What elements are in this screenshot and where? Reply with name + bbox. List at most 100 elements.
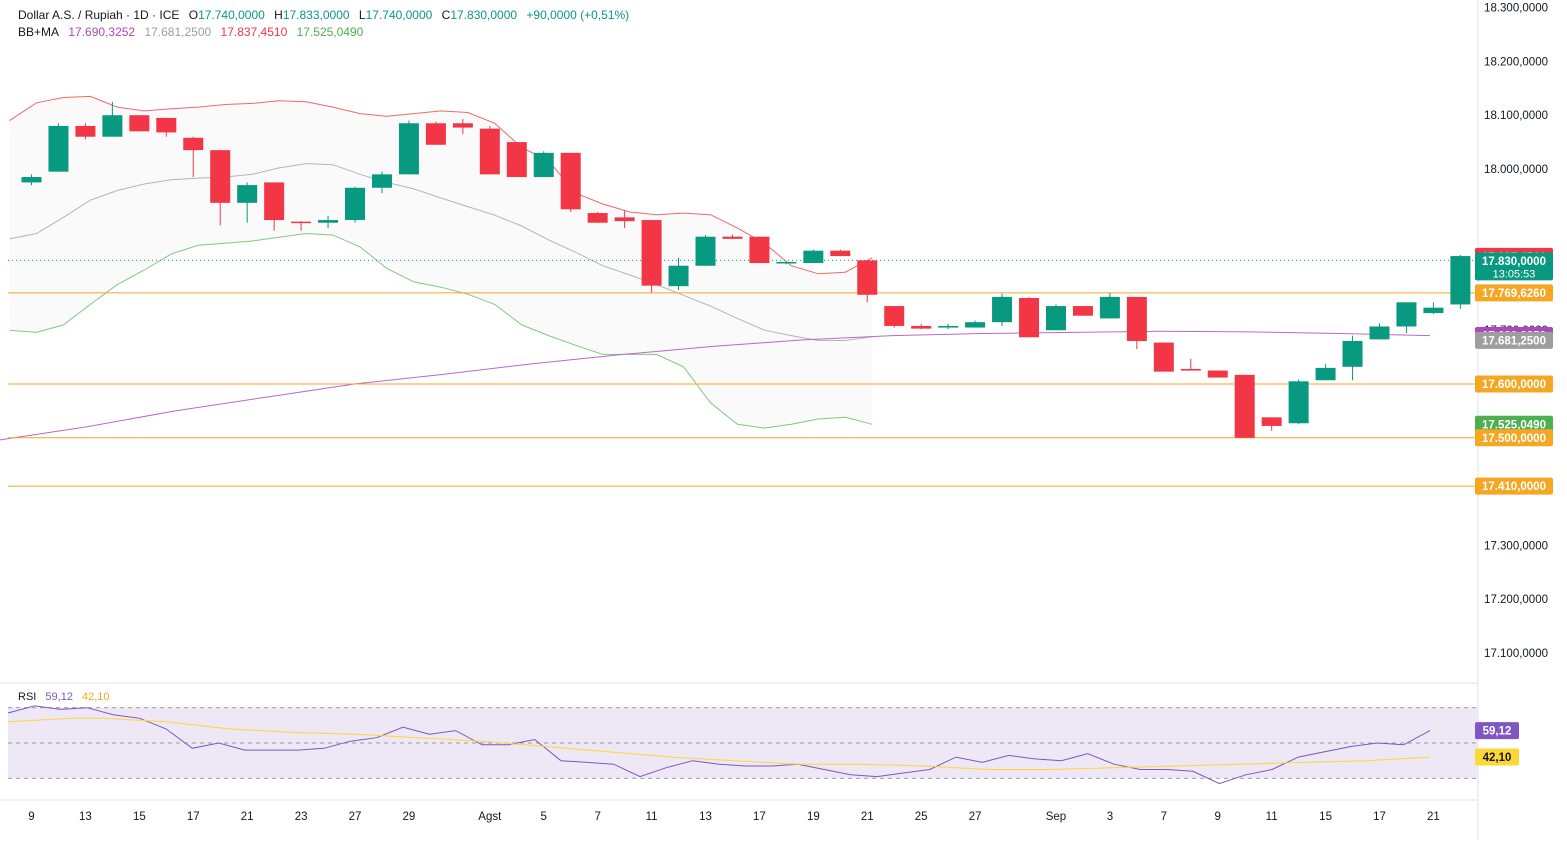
rsi-line (7, 705, 1431, 785)
rsi-legend: RSI 59,12 42,10 (18, 691, 116, 703)
close-value: C17.830,0000 (441, 8, 518, 22)
price-tag-label-6: 17.525,0490 (1482, 419, 1546, 431)
candle-body-23 (641, 220, 662, 286)
candle-body-35 (965, 322, 986, 328)
price-tick-label-0: 17.100,0000 (1484, 648, 1548, 660)
ohlc-legend: Dollar A.S. / Rupiah · 1D · ICE O17.740,… (18, 8, 635, 22)
candle-body-3 (102, 115, 123, 137)
candle-body-40 (1099, 296, 1120, 319)
time-tick-label-2: 15 (133, 811, 146, 823)
candle-body-32 (884, 306, 905, 326)
price-tag-4 (1475, 331, 1553, 349)
candle-body-49 (1342, 341, 1363, 367)
candle-body-47 (1288, 381, 1309, 424)
candle-body-20 (560, 152, 581, 210)
candle-body-53 (1450, 256, 1471, 305)
candle-body-8 (237, 185, 258, 203)
rsi-tag-label-0: 59,12 (1483, 726, 1512, 738)
low-value: L17.740,0000 (358, 8, 433, 22)
time-tick-label-21: 9 (1215, 811, 1221, 823)
price-tag-7 (1475, 429, 1553, 447)
candle-body-24 (668, 265, 689, 287)
candle-body-10 (291, 221, 312, 224)
time-tick-label-7: 29 (403, 811, 416, 823)
ma-line (0, 330, 1431, 441)
price-tag-label-1: 17.830,0000 (1482, 256, 1546, 268)
symbol-title: Dollar A.S. / Rupiah · 1D · ICE (18, 8, 180, 22)
candle-body-43 (1180, 368, 1201, 371)
candle-body-7 (210, 150, 231, 203)
rsi-tag-0 (1475, 722, 1519, 740)
candle-body-26 (722, 236, 743, 239)
high-value: H17.833,0000 (274, 8, 350, 22)
bb-lower-line (9, 232, 873, 429)
candle-body-36 (992, 296, 1013, 323)
time-tick-label-23: 15 (1319, 811, 1332, 823)
candle-body-42 (1153, 342, 1174, 372)
candle-body-15 (425, 123, 446, 145)
time-tick-label-4: 21 (241, 811, 254, 823)
time-tick-label-14: 19 (807, 811, 820, 823)
price-tag-countdown-1: 13:05:53 (1493, 268, 1536, 280)
candle-body-16 (452, 123, 473, 128)
candle-body-11 (318, 220, 339, 223)
price-tag-5 (1475, 375, 1553, 393)
candle-body-19 (533, 152, 554, 178)
candle-body-21 (587, 213, 608, 223)
candle-body-4 (129, 115, 150, 132)
candle-body-12 (345, 187, 366, 221)
candle-body-14 (398, 123, 419, 175)
time-tick-label-24: 17 (1373, 811, 1386, 823)
rsi-value: 59,12 (45, 691, 73, 703)
time-tick-label-5: 23 (295, 811, 308, 823)
time-tick-label-22: 11 (1266, 811, 1278, 823)
bb-label: BB+MA (18, 25, 60, 39)
bb-band-fill (9, 96, 873, 429)
candle-body-37 (1019, 297, 1040, 338)
open-value: O17.740,0000 (188, 8, 265, 22)
time-tick-label-6: 27 (349, 811, 362, 823)
candle-body-6 (183, 137, 204, 151)
candle-body-41 (1126, 296, 1147, 341)
price-tag-label-2: 17.769,6260 (1482, 288, 1546, 300)
candle-body-38 (1045, 306, 1066, 331)
candle-body-18 (506, 142, 527, 178)
price-tag-8 (1475, 477, 1553, 495)
candle-body-48 (1315, 367, 1336, 381)
candle-body-50 (1369, 326, 1390, 340)
price-tick-label-7: 18.300,0000 (1484, 3, 1548, 15)
time-tick-label-17: 27 (969, 811, 982, 823)
price-tick-label-6: 18.200,0000 (1484, 56, 1548, 68)
time-tick-label-12: 13 (699, 811, 712, 823)
candle-body-34 (938, 325, 959, 328)
rsi-ma-line (7, 717, 1431, 770)
bb-value-ma: 17.690,3252 (68, 25, 136, 39)
candle-body-17 (479, 128, 500, 175)
candle-body-44 (1207, 370, 1228, 378)
bb-value-lower: 17.525,0490 (296, 25, 364, 39)
price-tick-label-4: 18.000,0000 (1484, 164, 1548, 176)
candle-body-39 (1072, 306, 1093, 316)
bb-legend: BB+MA 17.690,3252 17.681,2500 17.837,451… (18, 25, 369, 39)
candle-body-2 (75, 125, 96, 137)
bb-value-upper: 17.837,4510 (220, 25, 288, 39)
time-tick-label-11: 11 (646, 811, 658, 823)
time-tick-label-9: 5 (541, 811, 547, 823)
time-tick-label-20: 7 (1161, 811, 1167, 823)
rsi-tag-label-1: 42,10 (1483, 752, 1512, 764)
candle-body-22 (614, 217, 635, 222)
rsi-tag-1 (1475, 748, 1519, 766)
candle-body-29 (803, 250, 824, 264)
candle-body-1 (48, 125, 69, 172)
time-tick-label-25: 21 (1427, 811, 1440, 823)
price-tick-label-1: 17.200,0000 (1484, 594, 1548, 606)
candle-body-31 (857, 260, 878, 295)
price-tick-label-5: 18.100,0000 (1484, 110, 1548, 122)
price-tag-6 (1475, 415, 1553, 433)
time-tick-label-1: 13 (79, 811, 92, 823)
candle-body-46 (1261, 417, 1282, 426)
candle-body-27 (749, 236, 770, 264)
time-tick-label-3: 17 (187, 811, 200, 823)
